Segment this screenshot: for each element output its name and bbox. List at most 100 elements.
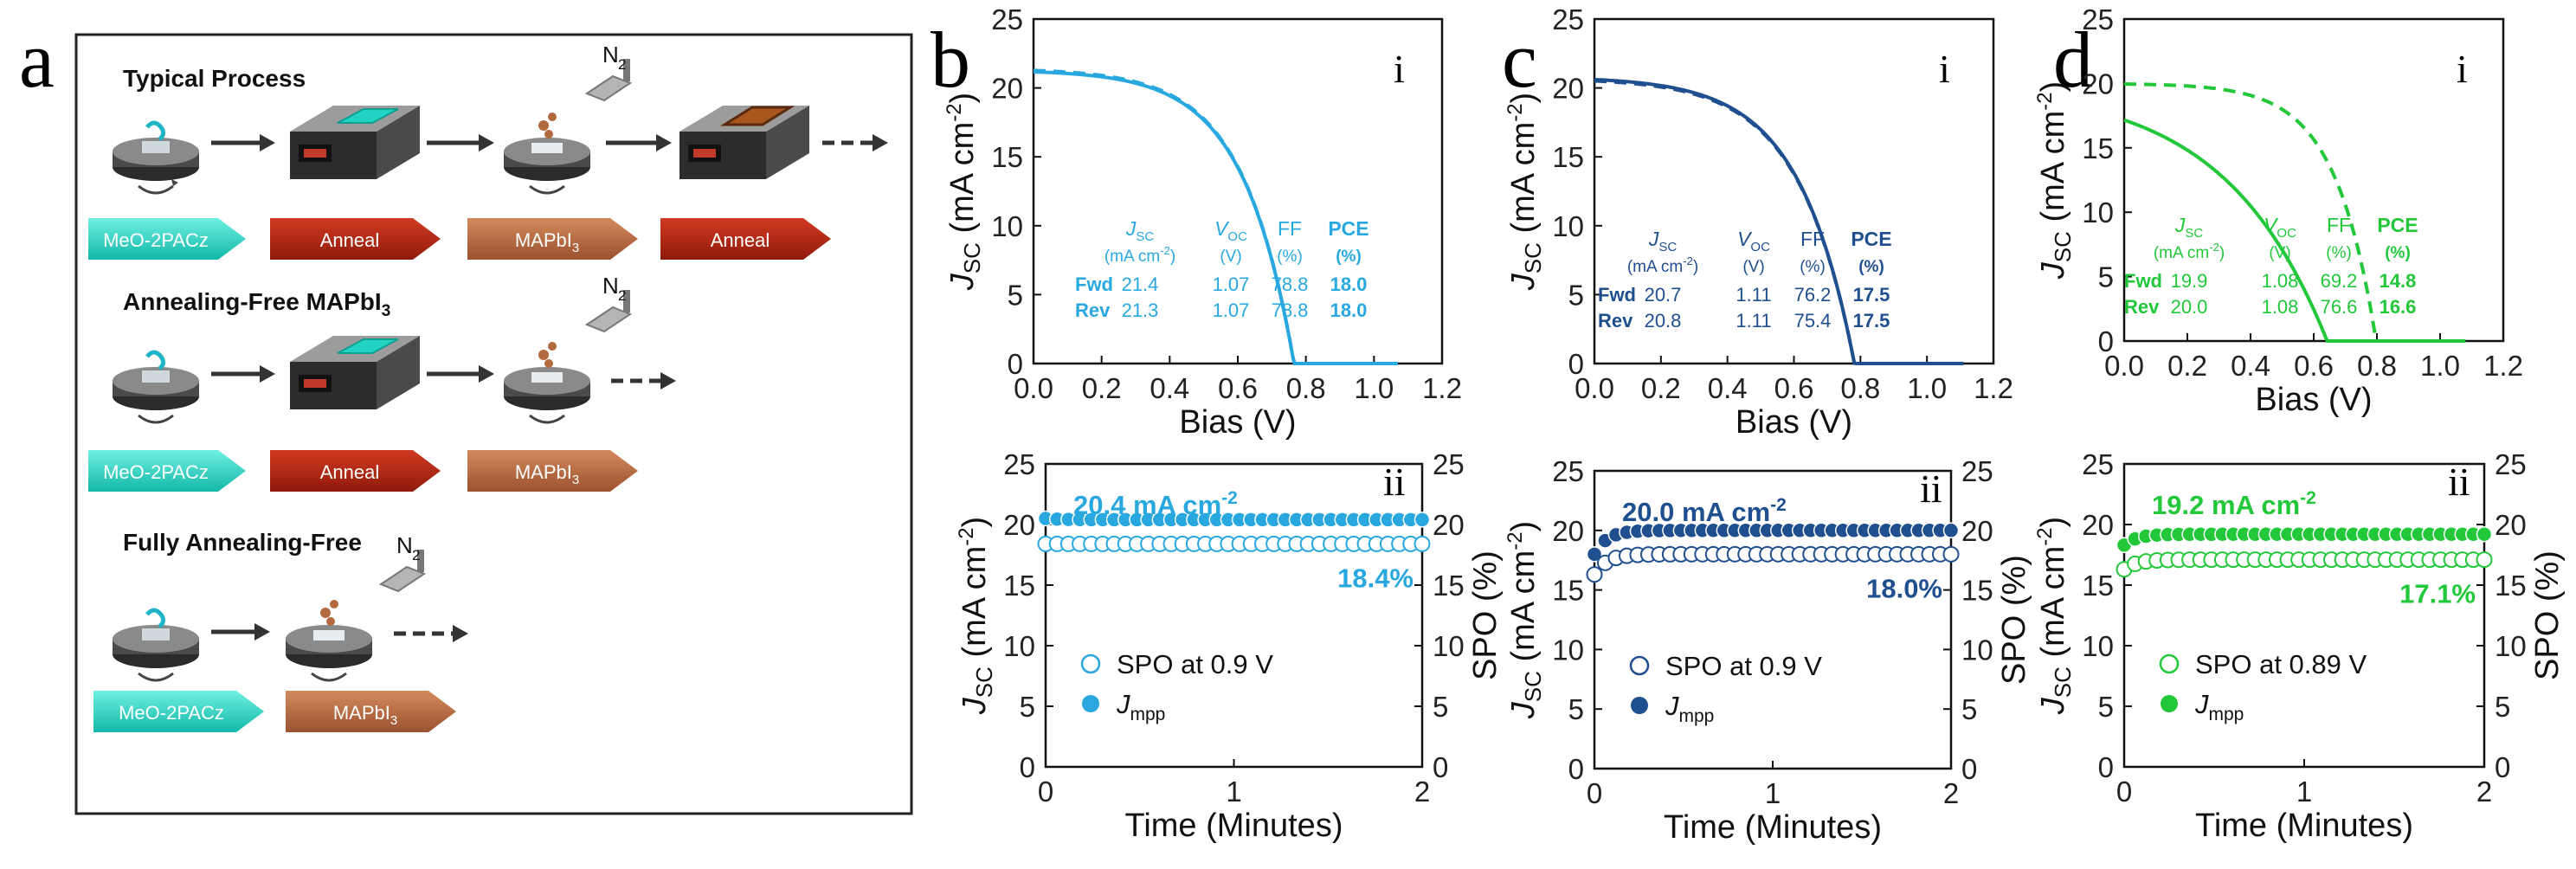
- y2-tick-label: 0: [1433, 751, 1448, 783]
- text-part: OC: [2277, 226, 2296, 241]
- step-anneal: Anneal: [270, 218, 441, 260]
- table-unit: (V): [2269, 244, 2290, 262]
- table-cell: 1.11: [1736, 284, 1771, 306]
- text-part: V: [2264, 214, 2279, 236]
- text-part: J: [2035, 697, 2071, 715]
- x-axis-label: Bias (V): [1736, 404, 1852, 441]
- step-label: MeO-2PACz: [103, 461, 209, 483]
- x-axis-label: Time (Minutes): [1125, 808, 1343, 844]
- row-title-annealing-free: Annealing-Free MAPbI3: [123, 288, 390, 320]
- text-part: ): [956, 517, 993, 528]
- step-anneal: Anneal: [270, 450, 441, 492]
- text-part: OC: [1750, 240, 1770, 254]
- y2-tick-label: 25: [1961, 455, 1993, 487]
- table-header: VOC: [2264, 214, 2296, 241]
- step-meo-2pacz: MeO-2PACz: [88, 218, 246, 260]
- table-header: FF: [1800, 228, 1825, 250]
- text-part: J: [1648, 228, 1659, 250]
- y-tick-label: 5: [2098, 261, 2114, 293]
- y-tick-label: 5: [1020, 691, 1035, 723]
- spo-value-label: 17.1%: [2399, 579, 2476, 609]
- y-axis-label: JSC (mA cm-2): [2033, 517, 2076, 715]
- x-tick-label: 1: [1226, 776, 1241, 808]
- table-header: JSC: [1648, 228, 1678, 254]
- text-part: (mA cm: [2035, 111, 2071, 231]
- text-part: SC: [2050, 231, 2076, 262]
- y-tick-label: 10: [991, 210, 1023, 242]
- y2-axis-label: SPO (%): [2529, 550, 2566, 680]
- text-part: J: [1125, 217, 1137, 240]
- spo-marker: [2476, 551, 2493, 569]
- subplot-label: i: [2457, 47, 2468, 91]
- row-title-fully-annealing-free: Fully Annealing-Free: [123, 529, 362, 556]
- y-tick-label: 20: [2082, 509, 2114, 541]
- step-label: MeO-2PACz: [103, 229, 209, 251]
- legend-spo-marker: [1629, 655, 1650, 676]
- table-cell: 21.4: [1122, 274, 1159, 295]
- text-part: ): [2035, 517, 2071, 528]
- table-cell: 76.6: [2321, 296, 2358, 318]
- y2-tick-label: 25: [2495, 448, 2527, 480]
- y-tick-label: 20: [2082, 68, 2114, 100]
- legend-spo-label: SPO at 0.9 V: [1665, 651, 1822, 681]
- spin-coater-icon: [113, 608, 199, 682]
- table-cell: 16.6: [2380, 296, 2417, 318]
- y-tick-label: 25: [2082, 3, 2114, 35]
- y-axis-label: JSC (mA cm-2): [2033, 81, 2076, 280]
- text-part: FF: [1800, 228, 1825, 250]
- text-part: SC: [1658, 240, 1677, 254]
- x-axis-label: Bias (V): [2255, 382, 2372, 418]
- hotplate-icon: [290, 106, 420, 179]
- text-part: ): [1505, 93, 1542, 104]
- text-part: -2: [1770, 495, 1787, 515]
- subplot-label: i: [1394, 47, 1405, 91]
- hotplate-icon: [679, 106, 809, 179]
- n2-gun-icon: N 2: [584, 42, 633, 102]
- text-part: -2: [1504, 531, 1527, 550]
- y-tick-label: 25: [2082, 448, 2114, 480]
- x-tick-label: 1.0: [1907, 372, 1947, 404]
- text-part: SC: [2050, 666, 2076, 698]
- panel-label-a: a: [19, 16, 55, 104]
- text-part: OC: [1227, 229, 1247, 244]
- table-header: PCE: [1851, 228, 1891, 250]
- y-tick-label: 25: [1552, 3, 1584, 35]
- table-cell: 17.5: [1853, 284, 1890, 306]
- legend-spo-marker: [1080, 653, 1101, 674]
- y-axis-label: JSC (mA cm-2): [943, 93, 985, 291]
- legend-jmpp-marker: [1082, 695, 1099, 712]
- n2-gun-icon: N 2: [378, 532, 427, 593]
- table-unit: (%): [2326, 244, 2352, 262]
- text-part: (V): [1220, 248, 1241, 266]
- x-tick-label: 1.2: [2483, 350, 2523, 382]
- table-row-label: Rev: [1598, 310, 1633, 332]
- step-label: Anneal: [320, 229, 380, 251]
- legend-jmpp-label: Jmpp: [1665, 691, 1714, 726]
- subplot-label: ii: [1920, 467, 1942, 511]
- text-part: J: [956, 697, 993, 715]
- arrowhead-icon: [873, 134, 888, 151]
- x-tick-label: 0.6: [2294, 350, 2334, 382]
- table-cell: 21.3: [1122, 299, 1159, 321]
- step-label: MeO-2PACz: [119, 702, 224, 724]
- y-tick-label: 0: [1568, 753, 1584, 785]
- text-part: mpp: [1679, 706, 1715, 726]
- legend-spo-marker: [2159, 653, 2180, 674]
- y-tick-label: 25: [1003, 448, 1035, 480]
- arrowhead-icon: [479, 134, 494, 151]
- n2-label: N: [602, 42, 619, 68]
- jmpp-value-label: 19.2 mA cm-2: [2152, 488, 2316, 520]
- text-part: SC: [959, 242, 985, 274]
- x-tick-label: 0.4: [2231, 350, 2270, 382]
- y-tick-label: 5: [1568, 279, 1584, 311]
- y-tick-label: 10: [2082, 630, 2114, 662]
- text-part: J: [1505, 273, 1542, 291]
- y2-tick-label: 10: [1433, 630, 1465, 662]
- table-row-label: Fwd: [2124, 270, 2162, 292]
- x-tick-label: 0.2: [1641, 372, 1681, 404]
- x-tick-label: 0.0: [1575, 372, 1614, 404]
- y-axis-label: JSC (mA cm-2): [1504, 93, 1546, 291]
- plot-frame: [2122, 17, 2505, 343]
- y-tick-label: 25: [991, 3, 1023, 35]
